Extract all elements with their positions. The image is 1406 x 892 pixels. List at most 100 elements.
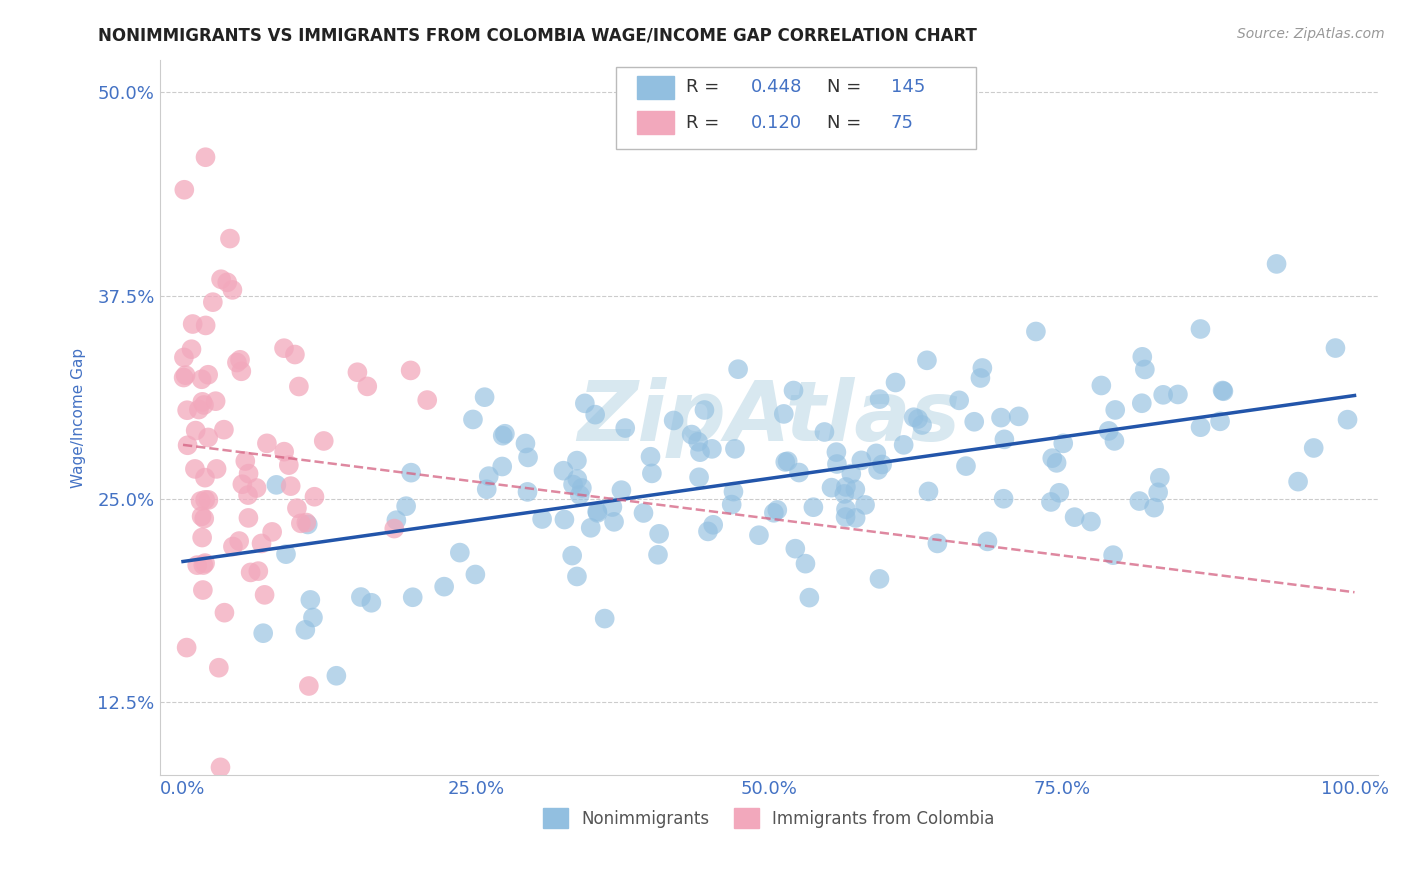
Point [825, 457, 848, 471]
Bar [637, 112, 673, 134]
Point [174, 368, 197, 383]
Point [1040, 451, 1063, 466]
Point [256, 436, 278, 450]
Point [191, 395, 214, 409]
Text: R =: R = [686, 78, 725, 96]
Point [280, 479, 302, 493]
Point [851, 453, 873, 467]
Text: N =: N = [827, 78, 868, 96]
Point [193, 558, 215, 572]
Point [903, 410, 925, 425]
Point [593, 611, 616, 625]
Point [993, 491, 1015, 506]
Point [697, 524, 720, 539]
Point [209, 760, 232, 774]
Point [1149, 471, 1171, 485]
Point [285, 501, 308, 516]
Point [1025, 325, 1047, 339]
Point [176, 438, 198, 452]
Point [226, 355, 249, 369]
Point [284, 347, 307, 361]
Point [748, 528, 770, 542]
Point [915, 353, 938, 368]
Point [193, 398, 215, 412]
Point [917, 484, 939, 499]
Point [184, 462, 207, 476]
Text: 145: 145 [890, 78, 925, 96]
Point [1286, 475, 1309, 489]
Point [1098, 424, 1121, 438]
Point [184, 424, 207, 438]
Text: 0.448: 0.448 [751, 78, 801, 96]
Point [464, 567, 486, 582]
Text: Source: ZipAtlas.com: Source: ZipAtlas.com [1237, 27, 1385, 41]
Point [1324, 341, 1347, 355]
Text: N =: N = [827, 114, 868, 132]
Point [253, 588, 276, 602]
Point [990, 410, 1012, 425]
Point [273, 444, 295, 458]
Point [474, 390, 496, 404]
Point [963, 415, 986, 429]
Point [228, 534, 250, 549]
Point [250, 536, 273, 550]
Point [640, 450, 662, 464]
Point [911, 417, 934, 432]
Point [1133, 362, 1156, 376]
Point [969, 371, 991, 385]
Point [346, 365, 368, 379]
Text: R =: R = [686, 114, 725, 132]
Point [312, 434, 335, 448]
Point [1090, 378, 1112, 392]
Point [1189, 420, 1212, 434]
Point [245, 481, 267, 495]
Point [191, 582, 214, 597]
Point [1147, 485, 1170, 500]
Point [173, 183, 195, 197]
Point [702, 517, 724, 532]
Point [603, 515, 626, 529]
Point [186, 558, 208, 573]
Point [1212, 384, 1234, 398]
Point [494, 426, 516, 441]
Point [461, 412, 484, 426]
Point [839, 467, 862, 481]
Point [194, 150, 217, 164]
Point [190, 372, 212, 386]
Point [190, 509, 212, 524]
Point [194, 492, 217, 507]
Point [835, 502, 858, 516]
Point [277, 458, 299, 472]
Point [204, 394, 226, 409]
Point [794, 557, 817, 571]
Point [1143, 500, 1166, 515]
Point [567, 472, 589, 486]
Point [222, 540, 245, 554]
Point [449, 546, 471, 560]
Point [201, 295, 224, 310]
Text: NONIMMIGRANTS VS IMMIGRANTS FROM COLOMBIA WAGE/INCOME GAP CORRELATION CHART: NONIMMIGRANTS VS IMMIGRANTS FROM COLOMBI… [98, 27, 977, 45]
Point [762, 506, 785, 520]
Point [565, 453, 588, 467]
Point [205, 462, 228, 476]
Point [173, 351, 195, 365]
Point [299, 593, 322, 607]
Point [1045, 456, 1067, 470]
Point [212, 423, 235, 437]
Point [274, 547, 297, 561]
Point [1039, 495, 1062, 509]
Y-axis label: Wage/Income Gap: Wage/Income Gap [72, 348, 86, 488]
Point [176, 403, 198, 417]
Point [233, 454, 256, 468]
Point [633, 506, 655, 520]
Point [433, 580, 456, 594]
Point [231, 477, 253, 491]
Point [720, 498, 742, 512]
Point [648, 526, 671, 541]
Point [273, 341, 295, 355]
Point [181, 317, 204, 331]
Point [844, 483, 866, 497]
Point [782, 384, 804, 398]
Point [402, 591, 425, 605]
Point [229, 352, 252, 367]
